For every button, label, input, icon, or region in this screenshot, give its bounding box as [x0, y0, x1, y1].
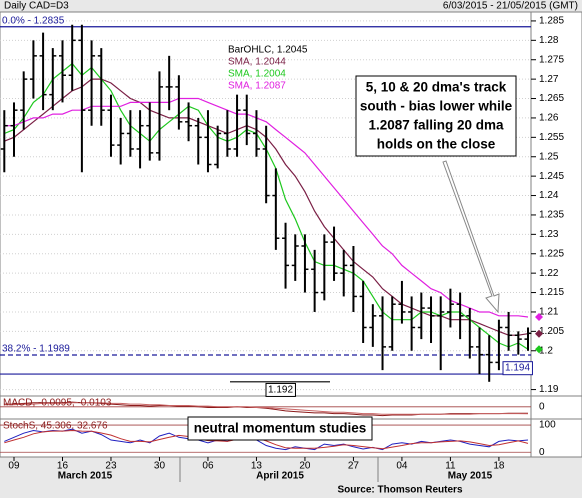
level-label-box: [265, 382, 296, 397]
last-value-marker: [535, 345, 543, 354]
x-tick-label: 27: [348, 461, 360, 472]
indicator-tick-label: 0: [539, 401, 545, 412]
y-tick-label: 1.225: [539, 248, 564, 259]
x-tick-label: 20: [299, 461, 311, 472]
level-label: 0.0% - 1.2835: [2, 15, 65, 26]
y-tick-label: 1.235: [539, 210, 564, 221]
x-tick-label: 09: [8, 461, 20, 472]
y-tick-label: 1.19: [539, 384, 559, 395]
y-tick-label: 1.23: [539, 229, 559, 240]
y-tick-label: 1.245: [539, 171, 564, 182]
y-tick-label: 1.285: [539, 16, 564, 27]
level-label-box: [502, 361, 533, 376]
indicator-tick-label: 100: [539, 420, 556, 431]
x-tick-label: 18: [493, 461, 505, 472]
annotation-line: 1.2087 falling 20 dma: [368, 118, 504, 133]
last-value-marker: [535, 313, 543, 322]
y-tick-label: 1.25: [539, 151, 559, 162]
level-label: 1.192: [268, 384, 293, 395]
y-tick-label: 1.27: [539, 74, 559, 85]
month-label: March 2015: [58, 471, 113, 482]
legend-entry: SMA, 1.2044: [228, 57, 286, 68]
legend-entry: SMA, 1.2087: [228, 81, 286, 92]
x-tick-label: 06: [202, 461, 214, 472]
x-tick-label: 11: [445, 461, 456, 472]
y-tick-label: 1.275: [539, 54, 564, 65]
annotation-line: south - bias lower while: [360, 99, 513, 114]
x-tick-label: 16: [57, 461, 69, 472]
annotation-line: holds on the close: [377, 137, 496, 152]
note: neutral momentum studies: [194, 421, 367, 436]
y-tick-label: 1.215: [539, 287, 564, 298]
indicator-tick-label: 0: [539, 447, 545, 458]
level-label: 1.194: [505, 363, 530, 374]
month-label: May 2015: [448, 471, 493, 482]
y-tick-label: 1.24: [539, 190, 559, 201]
indicator-line: [4, 402, 529, 415]
annotation-box: [355, 75, 517, 157]
x-tick-label: 04: [396, 461, 408, 472]
last-value-marker: [535, 329, 543, 338]
indicator-line: [4, 429, 529, 450]
month-label: April 2015: [256, 471, 304, 482]
indicator-label: MACD, -0.0095, -0.0103: [3, 398, 112, 409]
header-right: 6/03/2015 - 21/05/2015 (GMT): [443, 1, 578, 12]
x-tick-label: 30: [154, 461, 166, 472]
annotation-line: 5, 10 & 20 dma's track: [366, 80, 507, 95]
header-left: Daily CAD=D3: [4, 1, 69, 12]
indicator-label: StochS, 45.306, 32.676: [3, 421, 108, 432]
x-tick-label: 23: [105, 461, 117, 472]
source: Source: Thomson Reuters: [337, 485, 462, 496]
y-tick-label: 1.26: [539, 113, 559, 124]
y-tick-label: 1.21: [539, 307, 559, 318]
level-label: 38.2% - 1.1989: [2, 344, 70, 355]
y-tick-label: 1.2: [539, 345, 553, 356]
y-tick-label: 1.28: [539, 35, 559, 46]
note-box: [187, 416, 373, 441]
y-tick-label: 1.265: [539, 93, 564, 104]
y-tick-label: 1.255: [539, 132, 564, 143]
y-tick-label: 1.205: [539, 326, 564, 337]
legend-entry: SMA, 1.2004: [228, 69, 286, 80]
x-tick-label: 13: [251, 461, 263, 472]
y-tick-label: 1.22: [539, 268, 559, 279]
arrow: [442, 160, 500, 314]
legend-title: BarOHLC, 1.2045: [228, 45, 308, 56]
